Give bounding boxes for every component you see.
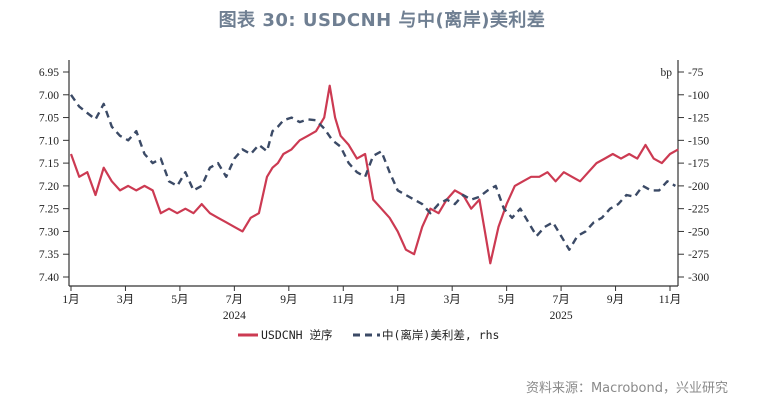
x-tick-label: 5月 bbox=[171, 294, 188, 306]
x-tick-label: 7月 bbox=[226, 294, 243, 306]
y-right-tick-label: -250 bbox=[688, 226, 709, 238]
x-tick-label: 3月 bbox=[117, 294, 134, 306]
x-year-label: 2025 bbox=[550, 310, 573, 322]
y-left-tick-label: 7.35 bbox=[39, 249, 59, 261]
y-left-tick-label: 7.00 bbox=[39, 90, 59, 102]
y-right-tick-label: -75 bbox=[688, 67, 704, 79]
legend-label-spread: 中(离岸)美利差, rhs bbox=[382, 328, 499, 342]
y-left-tick-label: 7.10 bbox=[39, 135, 59, 147]
y-right-tick-label: -225 bbox=[688, 204, 709, 216]
y-left-tick-label: 7.30 bbox=[39, 226, 59, 238]
y-right-tick-label: -100 bbox=[688, 90, 709, 102]
y-right-tick-label: -275 bbox=[688, 249, 709, 261]
y-right-tick-label: -200 bbox=[688, 181, 709, 193]
y-right-tick-label: -150 bbox=[688, 135, 709, 147]
x-tick-label: 3月 bbox=[444, 294, 461, 306]
y-right-tick-label: -175 bbox=[688, 158, 709, 170]
y-left-tick-label: 7.15 bbox=[39, 158, 59, 170]
y-right-tick-label: -300 bbox=[688, 272, 709, 284]
x-tick-label: 1月 bbox=[62, 294, 79, 306]
x-tick-label: 5月 bbox=[498, 294, 515, 306]
chart-title: 图表 30: USDCNH 与中(离岸)美利差 bbox=[218, 10, 546, 31]
y-left-tick-label: 7.40 bbox=[39, 272, 59, 284]
source-note: 资料来源：Macrobond，兴业研究 bbox=[525, 381, 728, 396]
x-tick-label: 9月 bbox=[280, 294, 297, 306]
usdcnh-line bbox=[69, 84, 679, 265]
y-left-tick-label: 7.25 bbox=[39, 204, 59, 216]
spread-line bbox=[70, 94, 676, 251]
y-left-tick-label: 7.05 bbox=[39, 113, 59, 125]
y-left-tick-label: 6.95 bbox=[39, 67, 59, 79]
axes: 6.95 7.00 7.05 7.10 7.15 7.20 7.25 7.30 7.35 7.40… bbox=[39, 60, 709, 322]
y-right-unit-label: bp bbox=[661, 67, 673, 79]
x-tick-label: 1月 bbox=[389, 294, 406, 306]
x-tick-label: 11月 bbox=[659, 294, 682, 306]
y-right-tick-label: -125 bbox=[688, 113, 709, 125]
y-left-tick-label: 7.20 bbox=[39, 181, 59, 193]
legend-label-usdcnh: USDCNH 逆序 bbox=[261, 328, 332, 342]
x-tick-label: 9月 bbox=[607, 294, 624, 306]
x-tick-label: 11月 bbox=[332, 294, 355, 306]
plot-lines bbox=[69, 84, 679, 265]
x-year-label: 2024 bbox=[223, 310, 246, 322]
legend: USDCNH 逆序 中(离岸)美利差, rhs bbox=[238, 328, 499, 342]
x-tick-label: 7月 bbox=[552, 294, 569, 306]
